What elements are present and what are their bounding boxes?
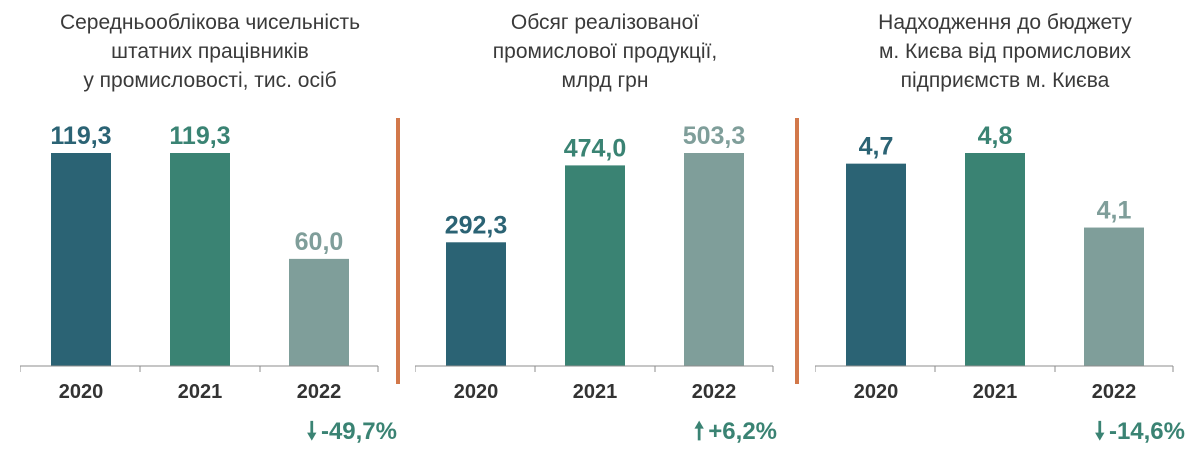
chart-panel-employees: Середньооблікова чисельність штатних пра…	[20, 0, 400, 451]
x-tick-label: 2020	[59, 381, 104, 403]
chart-svg: 4,7 4,8 4,1 2020 2021 2022	[815, 122, 1174, 403]
x-tick-label: 2021	[178, 381, 223, 403]
x-tick-label: 2020	[854, 381, 899, 403]
bar-value-label: 4,1	[1097, 197, 1132, 225]
bar-value-label: 119,3	[169, 122, 230, 150]
chart-panel-sales: Обсяг реалізованої промислової продукції…	[415, 0, 795, 451]
change-label: +6,2%	[708, 418, 777, 445]
change-indicator: 🠗 -49,7%	[307, 414, 397, 455]
change-indicator: 🠗 -14,6%	[1095, 414, 1185, 455]
chart-svg: 119,3 119,3 60,0 2020 2021 2022	[20, 122, 379, 403]
bar-value-label: 474,0	[564, 134, 627, 162]
bar-value-label: 503,3	[683, 122, 746, 150]
chart-title: Середньооблікова чисельність штатних пра…	[59, 11, 361, 92]
bar-2021	[170, 153, 230, 366]
bar-2022	[684, 153, 744, 366]
bar-2020	[446, 242, 506, 366]
chart-svg: 292,3 474,0 503,3 2020 2021 2022	[415, 122, 774, 403]
bar-2020	[846, 163, 906, 366]
x-tick-label: 2022	[1092, 381, 1137, 403]
x-tick-label: 2020	[454, 381, 499, 403]
chart-title: Обсяг реалізованої промислової продукції…	[492, 11, 718, 92]
bar-2020	[51, 153, 111, 366]
arrow-down-icon: 🠗	[1094, 418, 1105, 445]
bar-value-label: 60,0	[295, 228, 344, 256]
change-label: -49,7%	[320, 418, 397, 445]
x-tick-label: 2021	[573, 381, 618, 403]
arrow-down-icon: 🠗	[306, 418, 317, 445]
change-indicator: 🠕 +6,2%	[694, 414, 777, 455]
panel-divider	[795, 118, 799, 384]
bar-value-label: 292,3	[445, 211, 508, 239]
chart-title: Надходження до бюджету м. Києва від пром…	[878, 11, 1132, 92]
bar-2021	[965, 153, 1025, 366]
x-tick-label: 2022	[692, 381, 737, 403]
panel-divider	[396, 118, 400, 384]
change-label: -14,6%	[1108, 418, 1185, 445]
x-tick-label: 2022	[297, 381, 342, 403]
bar-value-label: 4,7	[859, 133, 894, 161]
bar-2022	[289, 258, 349, 366]
chart-panel-budget: Надходження до бюджету м. Києва від пром…	[815, 0, 1195, 451]
bar-value-label: 4,8	[978, 122, 1013, 150]
bar-value-label: 119,3	[50, 122, 111, 150]
bar-2021	[565, 165, 625, 366]
arrow-up-icon: 🠕	[693, 418, 705, 445]
x-tick-label: 2021	[973, 381, 1018, 403]
bar-2022	[1084, 227, 1144, 366]
